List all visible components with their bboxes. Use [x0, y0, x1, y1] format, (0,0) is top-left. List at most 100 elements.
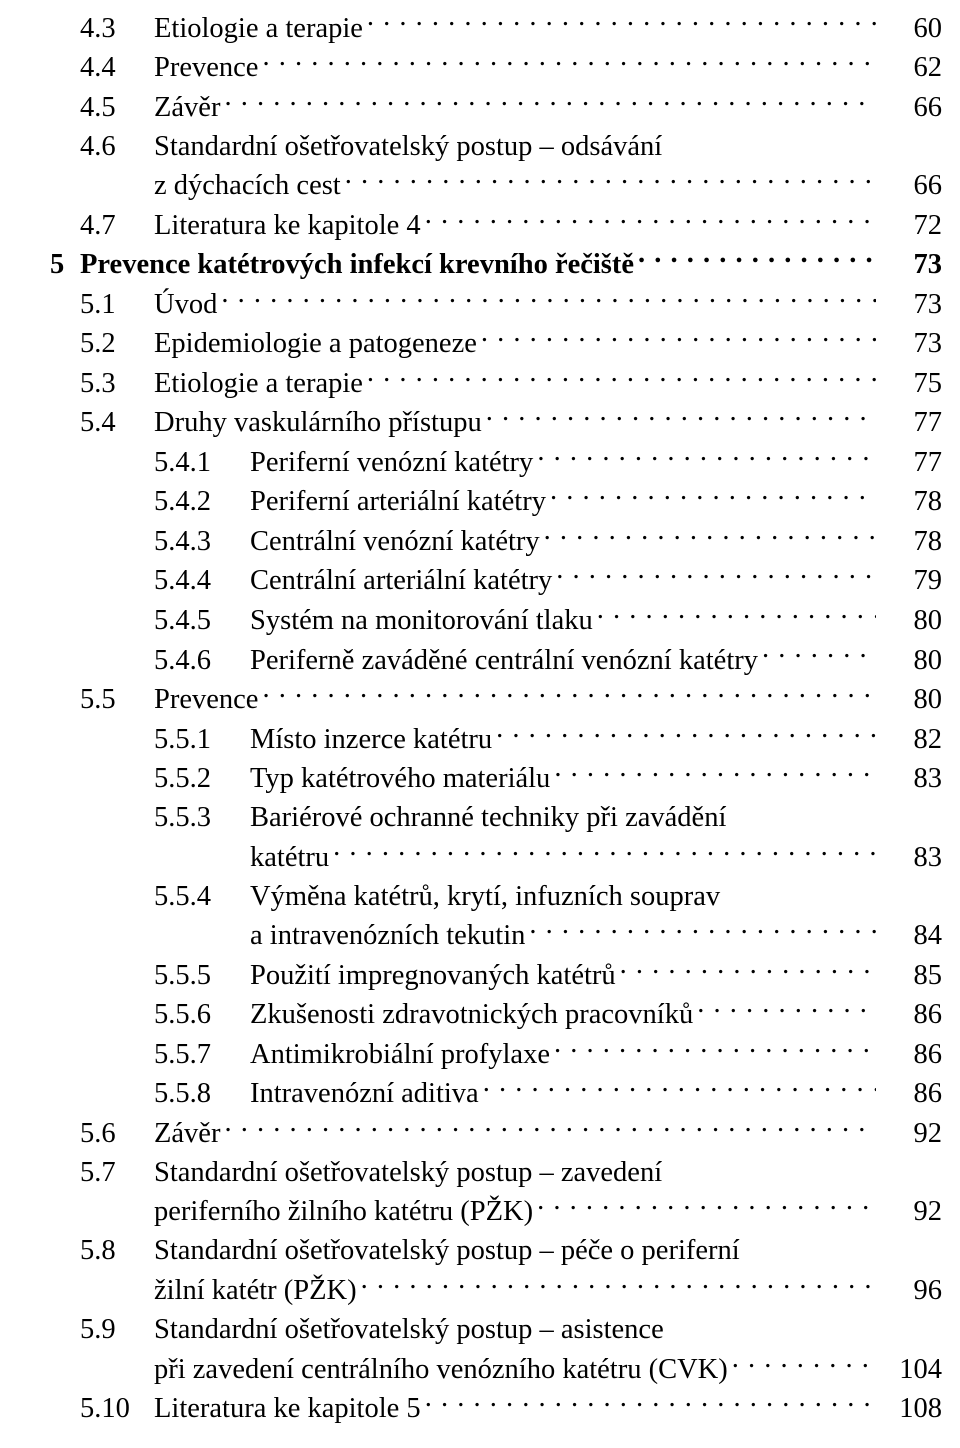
toc-entry-label: Antimikrobiální profylaxe	[250, 1035, 550, 1074]
toc-entry-page: 72	[882, 206, 942, 245]
toc-entry: 4.4Prevence62	[50, 48, 942, 88]
toc-leader	[544, 521, 876, 550]
toc-entry-number: 5.4.1	[154, 443, 250, 482]
toc-entry-continuation: periferního žilního katétru (PŽK) 92	[50, 1192, 942, 1232]
toc-leader	[529, 916, 876, 945]
toc-leader	[496, 719, 876, 748]
toc-entry-page: 92	[882, 1114, 942, 1153]
toc-leader	[367, 363, 876, 392]
toc-entry-label: Závěr	[154, 1114, 220, 1153]
toc-entry: 5.4.3Centrální venózní katétry78	[50, 521, 942, 561]
toc-entry-number: 4.6	[80, 127, 154, 166]
toc-entry: 5.4.4Centrální arteriální katétry79	[50, 561, 942, 601]
toc-entry-page: 82	[882, 720, 942, 759]
toc-entry: 5.5Prevence80	[50, 680, 942, 720]
toc-entry-page: 77	[882, 403, 942, 442]
toc-entry-page: 75	[882, 364, 942, 403]
toc-leader	[361, 1271, 876, 1300]
toc-entry-continuation: z dýchacích cest66	[50, 166, 942, 206]
toc-leader	[620, 955, 876, 984]
toc-entry-label: Literatura ke kapitole 4	[154, 206, 421, 245]
toc-entry-continuation: a intravenózních tekutin84	[50, 916, 942, 956]
toc-entry-number: 5.4	[80, 403, 154, 442]
toc-leader	[425, 205, 876, 234]
toc-entry-label: Standardní ošetřovatelský postup – odsáv…	[154, 127, 662, 166]
toc-leader	[224, 87, 876, 116]
toc-entry-label: Výměna katétrů, krytí, infuzních souprav	[250, 877, 720, 916]
toc-entry-page: 78	[882, 482, 942, 521]
toc-entry: 5.8Standardní ošetřovatelský postup – pé…	[50, 1231, 942, 1270]
toc-entry-label: Epidemiologie a patogeneze	[154, 324, 477, 363]
toc-leader	[556, 561, 876, 590]
toc-entry-page: 83	[882, 838, 942, 877]
toc-entry-page: 92	[882, 1192, 942, 1231]
toc-entry-label: Bariérové ochranné techniky při zavádění	[250, 798, 726, 837]
toc-entry: 5.4.1Periferní venózní katétry77	[50, 442, 942, 482]
toc-entry-number: 5.8	[80, 1231, 154, 1270]
toc-leader	[537, 1192, 876, 1221]
toc-entry-label: Periferní arteriální katétry	[250, 482, 546, 521]
toc-entry-page: 78	[882, 522, 942, 561]
toc-entry: 4.3Etiologie a terapie 60	[50, 8, 942, 48]
toc-entry: 5Prevence katétrových infekcí krevního ř…	[50, 245, 942, 285]
toc-entry-continuation: žilní katétr (PŽK) 96	[50, 1271, 942, 1311]
toc-leader	[221, 284, 876, 313]
toc-entry-continuation: při zavedení centrálního venózního katét…	[50, 1349, 942, 1389]
toc-entry: 5.4Druhy vaskulárního přístupu77	[50, 403, 942, 443]
toc-leader	[483, 1074, 876, 1103]
toc-entry-label: Použití impregnovaných katétrů	[250, 956, 616, 995]
toc-entry-continuation-label: periferního žilního katétru (PŽK)	[154, 1192, 533, 1231]
toc-entry: 5.2Epidemiologie a patogeneze 73	[50, 324, 942, 364]
toc-entry-continuation-label: při zavedení centrálního venózního katét…	[154, 1350, 728, 1389]
toc-entry-page: 62	[882, 48, 942, 87]
toc-leader	[732, 1349, 876, 1378]
toc-entry: 5.6Závěr92	[50, 1113, 942, 1153]
toc-entry-number: 5.10	[80, 1389, 154, 1428]
toc-entry: 5.4.6Periferně zaváděné centrální venózn…	[50, 640, 942, 680]
toc-entry-label: Etiologie a terapie	[154, 364, 363, 403]
toc-entry-number: 5.7	[80, 1153, 154, 1192]
toc-entry-continuation-label: a intravenózních tekutin	[250, 916, 525, 955]
toc-entry-number: 4.5	[80, 88, 154, 127]
toc-entry: 5.5.5Použití impregnovaných katétrů85	[50, 955, 942, 995]
toc-entry: 4.7Literatura ke kapitole 4 72	[50, 205, 942, 245]
toc-entry: 5.5.7Antimikrobiální profylaxe86	[50, 1034, 942, 1074]
toc-entry-label: Systém na monitorování tlaku	[250, 601, 593, 640]
toc-entry-number: 4.3	[80, 9, 154, 48]
toc-entry: 5.10Literatura ke kapitole 5108	[50, 1389, 942, 1429]
toc-leader	[367, 8, 876, 37]
toc-entry-label: Standardní ošetřovatelský postup – asist…	[154, 1310, 664, 1349]
toc-entry-label: Etiologie a terapie	[154, 9, 363, 48]
toc-entry-number: 5.4.2	[154, 482, 250, 521]
toc-entry-page: 60	[882, 9, 942, 48]
toc-entry: 5.5.3Bariérové ochranné techniky při zav…	[50, 798, 942, 837]
toc-entry-label: Typ katétrového materiálu	[250, 759, 550, 798]
toc-leader	[224, 1113, 876, 1142]
toc-entry-number: 5.5.7	[154, 1035, 250, 1074]
toc-entry-number: 5.5.2	[154, 759, 250, 798]
toc-entry-page: 104	[882, 1350, 942, 1389]
toc-entry-page: 73	[882, 324, 942, 363]
toc-entry: 5.5.8Intravenózní aditiva86	[50, 1074, 942, 1114]
toc-entry: 5.5.4Výměna katétrů, krytí, infuzních so…	[50, 877, 942, 916]
toc-entry-number: 5.3	[80, 364, 154, 403]
toc-entry-page: 80	[882, 641, 942, 680]
toc-entry-page: 96	[882, 1271, 942, 1310]
toc-entry-page: 66	[882, 166, 942, 205]
toc-leader	[550, 482, 876, 511]
toc-leader	[537, 442, 876, 471]
toc-entry-page: 86	[882, 995, 942, 1034]
toc-entry-number: 4.7	[80, 206, 154, 245]
toc-entry-number: 4.4	[80, 48, 154, 87]
toc-entry-label: Prevence	[154, 680, 258, 719]
toc-entry-label: Intravenózní aditiva	[250, 1074, 479, 1113]
toc-entry-label: Centrální venózní katétry	[250, 522, 540, 561]
toc-entry-label: Standardní ošetřovatelský postup – péče …	[154, 1231, 740, 1270]
toc-leader	[597, 600, 876, 629]
toc-entry-continuation-label: žilní katétr (PŽK)	[154, 1271, 357, 1310]
toc-entry: 5.7Standardní ošetřovatelský postup – za…	[50, 1153, 942, 1192]
toc-entry: 4.5Závěr66	[50, 87, 942, 127]
toc-leader	[481, 324, 876, 353]
toc-entry-number: 5.2	[80, 324, 154, 363]
toc-entry-number: 5.5	[80, 680, 154, 719]
